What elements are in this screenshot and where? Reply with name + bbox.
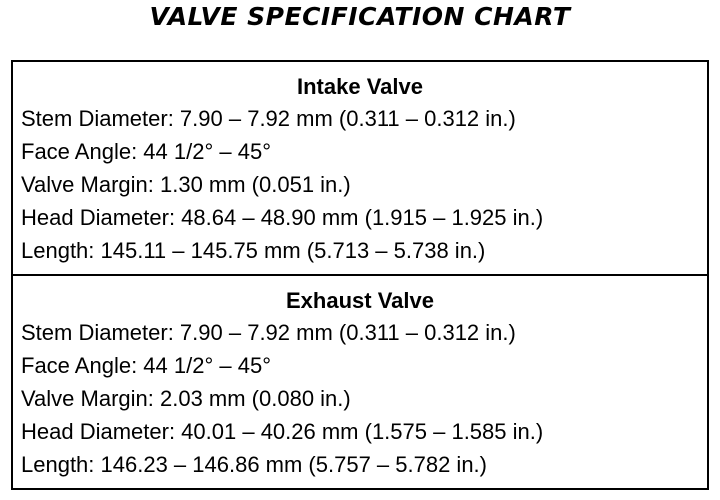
spec-line: Valve Margin: 2.03 mm (0.080 in.)	[21, 386, 351, 411]
spec-line: Face Angle: 44 1/2° – 45°	[21, 139, 271, 164]
spec-line: Length: 145.11 – 145.75 mm (5.713 – 5.73…	[21, 238, 486, 263]
spec-section: Intake Valve Stem Diameter: 7.90 – 7.92 m…	[13, 62, 707, 274]
spec-line: Stem Diameter: 7.90 – 7.92 mm (0.311 – 0…	[21, 320, 516, 345]
spec-line: Face Angle: 44 1/2° – 45°	[21, 353, 271, 378]
spec-line: Stem Diameter: 7.90 – 7.92 mm (0.311 – 0…	[21, 106, 516, 131]
spec-table: Intake Valve Stem Diameter: 7.90 – 7.92 m…	[11, 60, 709, 490]
spec-line: Valve Margin: 1.30 mm (0.051 in.)	[21, 172, 351, 197]
section-heading: Intake Valve	[297, 74, 423, 99]
spec-line: Head Diameter: 48.64 – 48.90 mm (1.915 –…	[21, 205, 544, 230]
section-heading: Exhaust Valve	[286, 288, 434, 313]
title: VALVE SPECIFICATION CHART	[149, 2, 571, 31]
spec-section: Exhaust Valve Stem Diameter: 7.90 – 7.92 …	[13, 274, 707, 486]
spec-line: Length: 146.23 – 146.86 mm (5.757 – 5.78…	[21, 452, 487, 477]
spec-line: Head Diameter: 40.01 – 40.26 mm (1.575 –…	[21, 419, 544, 444]
